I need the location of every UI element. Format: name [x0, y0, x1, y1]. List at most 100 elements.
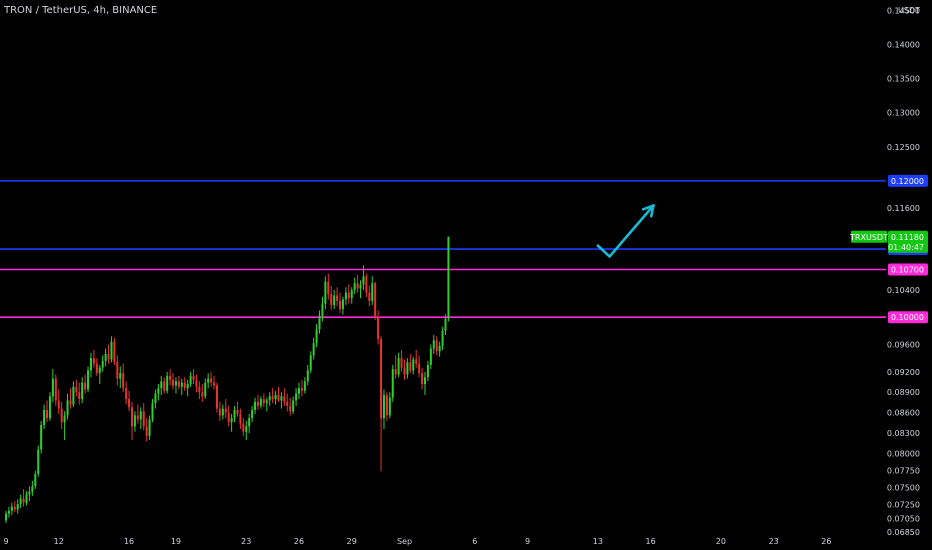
y-tick-label: 0.08000 [887, 450, 920, 459]
candle-body [327, 281, 330, 295]
candle-body [221, 408, 224, 416]
candle-body [350, 289, 353, 299]
candle-body [233, 409, 236, 419]
candle-body [377, 317, 380, 340]
candle-body [274, 394, 277, 400]
x-tick-label: 12 [54, 537, 64, 546]
y-tick-label: 0.14500 [887, 6, 920, 15]
candle-body [101, 360, 104, 368]
candle-body [295, 393, 298, 401]
candle-body [245, 426, 248, 432]
x-tick-label: 13 [593, 537, 603, 546]
candle-body [157, 388, 160, 394]
x-tick-label: 23 [241, 537, 251, 546]
x-tick-label: 6 [472, 537, 477, 546]
time-axis[interactable]: 9 12 16 19 23 26 29 Sep 6 9 13 16 20 23 26 [3, 537, 831, 546]
candle-body [192, 375, 195, 380]
candle-body [271, 396, 274, 400]
candle-body [432, 340, 435, 349]
candle-body [309, 355, 312, 371]
candle-body [113, 341, 116, 363]
candle-body [148, 419, 151, 436]
candle-body [368, 292, 371, 301]
candle-body [344, 292, 347, 300]
line-price-tag: 0.10000 [888, 311, 928, 324]
candle-body [406, 362, 409, 375]
candle-body [169, 375, 172, 380]
candle-body [201, 392, 204, 397]
candle-body [34, 474, 37, 487]
candle-body [412, 359, 415, 371]
candle-body [256, 401, 259, 406]
currency-label: USDT [898, 6, 920, 15]
candle-body [130, 407, 133, 427]
candle-body [37, 449, 40, 475]
y-tick-label: 0.13000 [887, 109, 920, 118]
candle-body [409, 362, 412, 371]
candle-body [426, 364, 429, 378]
candle-body [166, 375, 169, 391]
projection-arrow[interactable] [596, 204, 655, 258]
candle-body [119, 373, 122, 379]
candle-body [224, 408, 227, 413]
candle-body [110, 341, 113, 360]
candle-body [283, 396, 286, 402]
candle-body [359, 284, 362, 289]
candle-body [418, 363, 421, 374]
candle-body [213, 382, 216, 386]
candle-body [78, 392, 81, 400]
candles-layer [5, 236, 450, 524]
arrow-head [641, 204, 655, 218]
candle-body [321, 303, 324, 316]
horizontal-lines-layer [0, 180, 886, 319]
candle-body [447, 236, 450, 319]
candle-body [298, 388, 300, 394]
candle-body [16, 504, 19, 510]
y-tick-label: 0.09600 [887, 341, 920, 350]
candle-body [259, 399, 262, 406]
candle-body [89, 358, 92, 371]
candle-body [122, 373, 125, 389]
candle-body [177, 381, 180, 387]
countdown-label: 01:40:47 [888, 243, 924, 252]
candle-body [48, 396, 51, 419]
symbol-tag-bg [851, 230, 887, 243]
candle-body [25, 494, 28, 503]
candle-body [5, 513, 7, 521]
candle-body [435, 340, 438, 352]
x-tick-label: 26 [821, 537, 831, 546]
y-tick-label: 0.06850 [887, 528, 920, 537]
candle-body [116, 362, 119, 379]
candle-body [210, 378, 213, 383]
price-axis[interactable]: 0.14500 0.14000 0.13500 0.13000 0.12500 0.116… [887, 6, 920, 537]
candle-body [183, 382, 186, 389]
candle-body [40, 424, 43, 450]
candle-body [60, 408, 63, 423]
candle-body [268, 396, 271, 401]
candle-body [277, 394, 280, 401]
y-tick-label: 0.07050 [887, 514, 920, 523]
candle-body [151, 403, 154, 420]
candle-body [382, 394, 385, 419]
candle-body [385, 394, 388, 416]
candle-body [87, 370, 90, 390]
current-price-bg [888, 230, 928, 253]
price-tag-label: 0.12000 [891, 177, 924, 186]
y-tick-label: 0.08300 [887, 429, 920, 438]
candle-body [19, 498, 22, 505]
candle-body [330, 294, 333, 305]
x-tick-label: 9 [525, 537, 530, 546]
candle-body [204, 382, 207, 397]
candle-body [43, 409, 46, 425]
candle-body [388, 397, 391, 416]
candle-body [92, 358, 95, 364]
x-tick-label: Sep [397, 537, 412, 546]
candle-body [46, 409, 49, 419]
candle-body [251, 409, 254, 419]
symbol-title: TRON / TetherUS, 4h, BINANCE [4, 5, 158, 16]
candle-body [315, 329, 318, 344]
candle-body [353, 283, 356, 290]
